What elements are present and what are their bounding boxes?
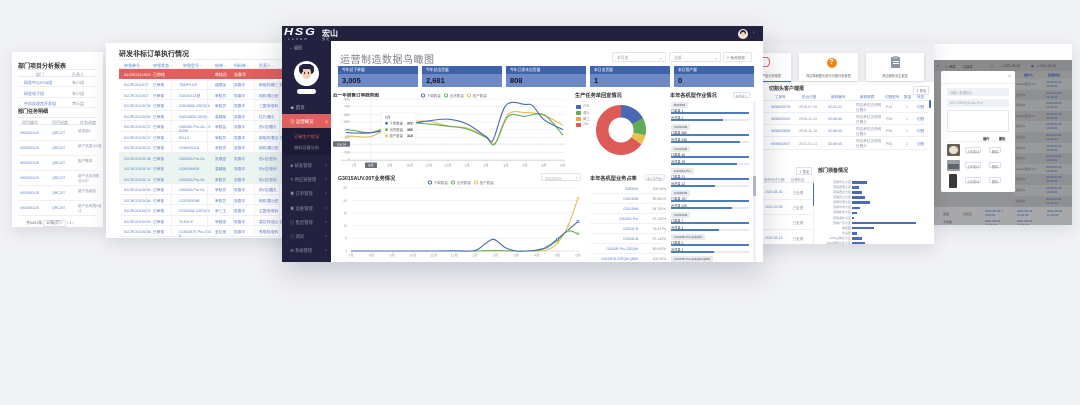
svg-text:出货数量: 出货数量 xyxy=(457,180,472,185)
svg-text:出货数量: 出货数量 xyxy=(450,93,465,98)
svg-text:3月: 3月 xyxy=(514,254,519,258)
svg-text:11月: 11月 xyxy=(426,164,433,168)
svg-text:2月: 2月 xyxy=(493,254,498,258)
svg-text:8月: 8月 xyxy=(369,254,374,258)
svg-text:300: 300 xyxy=(344,136,350,140)
svg-text:10: 10 xyxy=(343,224,347,228)
svg-text:359: 359 xyxy=(407,128,413,132)
svg-text:700: 700 xyxy=(344,105,350,109)
svg-text:4月: 4月 xyxy=(534,254,539,258)
svg-text:11月: 11月 xyxy=(430,254,437,258)
svg-text:15: 15 xyxy=(343,211,347,215)
svg-text:0: 0 xyxy=(345,249,347,253)
svg-text:近一年销售订单趋势图: 近一年销售订单趋势图 xyxy=(333,93,379,99)
svg-text:9月: 9月 xyxy=(390,254,395,258)
svg-text:8月: 8月 xyxy=(368,164,373,168)
svg-text:100: 100 xyxy=(344,151,350,155)
svg-text:25: 25 xyxy=(343,186,347,190)
svg-text:9月: 9月 xyxy=(387,164,392,168)
svg-text:20: 20 xyxy=(343,199,347,203)
svg-text:1月: 1月 xyxy=(464,164,469,168)
svg-text:投产数量: 投产数量 xyxy=(390,133,404,138)
svg-text:3月: 3月 xyxy=(503,164,508,168)
svg-text:5月: 5月 xyxy=(541,164,546,168)
svg-text:5月: 5月 xyxy=(555,254,560,258)
svg-text:800: 800 xyxy=(344,97,350,101)
svg-text:下单数量: 下单数量 xyxy=(390,121,404,126)
svg-text:6月: 6月 xyxy=(576,254,581,258)
svg-text:12月: 12月 xyxy=(451,254,458,258)
svg-text:372: 372 xyxy=(407,122,413,126)
svg-text:5: 5 xyxy=(345,237,347,241)
svg-text:2月: 2月 xyxy=(483,164,488,168)
svg-text:下单数量: 下单数量 xyxy=(427,93,442,98)
svg-text:12月: 12月 xyxy=(444,164,451,168)
svg-text:500: 500 xyxy=(344,120,350,124)
svg-text:600: 600 xyxy=(344,113,350,117)
svg-text:7月: 7月 xyxy=(351,164,356,168)
svg-text:出货数量: 出货数量 xyxy=(390,127,404,132)
svg-text:0: 0 xyxy=(348,158,350,162)
svg-text:投产数量: 投产数量 xyxy=(480,180,495,185)
svg-text:10月: 10月 xyxy=(409,254,416,258)
svg-text:7月: 7月 xyxy=(348,254,353,258)
svg-text:1月: 1月 xyxy=(472,254,477,258)
svg-text:6月: 6月 xyxy=(385,115,391,120)
svg-text:206.29: 206.29 xyxy=(337,142,347,146)
svg-text:下单数量: 下单数量 xyxy=(434,180,449,185)
svg-text:10月: 10月 xyxy=(406,164,413,168)
svg-text:投产数量: 投产数量 xyxy=(473,93,488,98)
svg-text:6月: 6月 xyxy=(560,164,565,168)
svg-text:318: 318 xyxy=(407,134,413,138)
svg-text:4月: 4月 xyxy=(522,164,527,168)
